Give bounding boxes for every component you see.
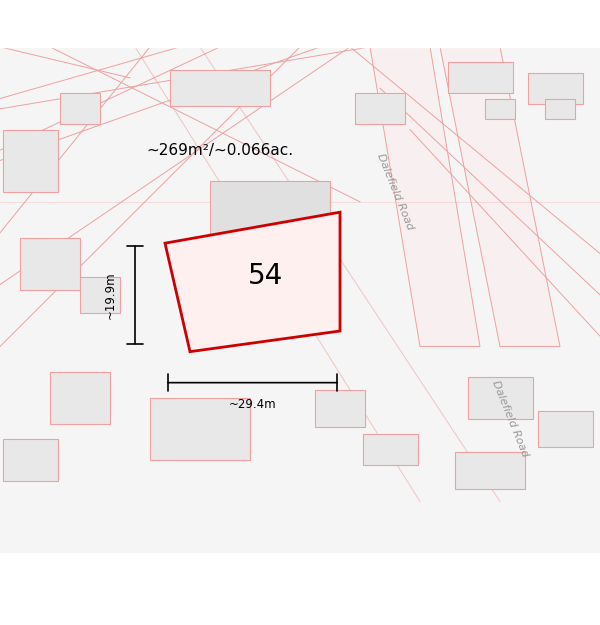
Polygon shape [165, 212, 340, 352]
Text: Dalefield Road: Dalefield Road [490, 379, 530, 459]
Bar [170, 70, 270, 106]
Bar [527, 72, 583, 104]
Bar [538, 411, 593, 447]
Text: Contains OS data © Crown copyright and database right 2021. This information is : Contains OS data © Crown copyright and d… [12, 557, 574, 586]
Text: ~19.9m: ~19.9m [104, 271, 117, 319]
Bar [2, 439, 58, 481]
Text: ~269m²/~0.066ac.: ~269m²/~0.066ac. [146, 142, 293, 158]
Bar [545, 99, 575, 119]
Bar [355, 93, 405, 124]
Bar [455, 452, 525, 489]
Bar [210, 181, 330, 305]
Bar [467, 378, 533, 419]
Bar [80, 277, 120, 313]
Text: Map shows position and indicative extent of the property.: Map shows position and indicative extent… [120, 21, 480, 34]
Text: ~29.4m: ~29.4m [229, 398, 277, 411]
Bar [485, 99, 515, 119]
Bar [50, 372, 110, 424]
Bar [448, 62, 512, 93]
Polygon shape [370, 47, 480, 346]
Bar [2, 129, 58, 191]
Bar [20, 238, 80, 289]
Text: 54, DALEFIELD ROAD, NORMANTON, WF6 1HD: 54, DALEFIELD ROAD, NORMANTON, WF6 1HD [110, 13, 490, 28]
Bar [150, 398, 250, 460]
Bar [362, 434, 418, 465]
Text: 54: 54 [247, 262, 283, 290]
Bar [315, 391, 365, 426]
Polygon shape [440, 47, 560, 346]
Bar [60, 93, 100, 124]
Text: Dalefield Road: Dalefield Road [375, 152, 415, 231]
